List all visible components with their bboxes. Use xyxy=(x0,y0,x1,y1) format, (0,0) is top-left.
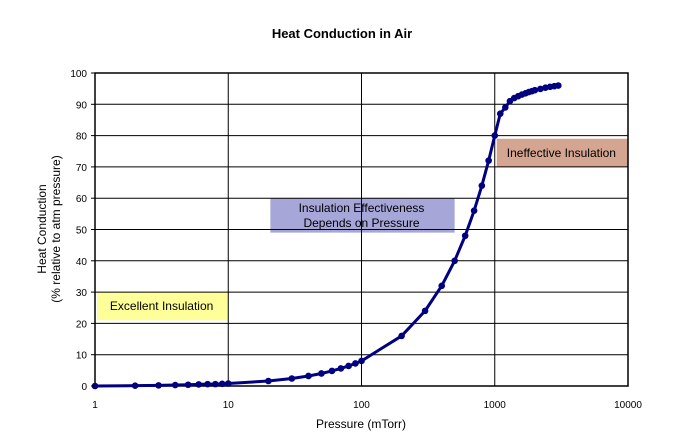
y-axis-label-line1: Heat Conduction xyxy=(35,184,49,273)
y-tick-label: 100 xyxy=(70,69,87,80)
data-point xyxy=(555,82,562,89)
data-point xyxy=(318,370,325,377)
data-point xyxy=(155,382,162,389)
annotation-box xyxy=(97,292,229,321)
data-point xyxy=(478,182,486,189)
data-point xyxy=(195,381,202,388)
data-point xyxy=(358,357,365,365)
data-point xyxy=(337,365,345,372)
data-point xyxy=(204,380,211,388)
data-point xyxy=(224,380,232,387)
data-point xyxy=(305,372,312,380)
y-tick-label: 70 xyxy=(76,163,88,174)
data-point xyxy=(531,86,539,94)
data-point xyxy=(398,332,405,340)
data-point xyxy=(485,157,492,164)
data-point xyxy=(502,104,509,111)
y-axis-label-line2: (% relative to atm pressure) xyxy=(49,155,63,302)
series-line xyxy=(94,84,559,388)
x-tick-label: 1 xyxy=(92,400,98,411)
annotation-box xyxy=(270,198,455,233)
data-point xyxy=(537,85,544,93)
data-point xyxy=(470,207,478,215)
y-tick-label: 90 xyxy=(76,100,88,111)
y-tick-label: 50 xyxy=(76,226,88,237)
x-axis-label: Pressure (mTorr) xyxy=(316,417,406,431)
data-point xyxy=(218,380,226,388)
data-point xyxy=(131,382,139,389)
annotation-box xyxy=(496,138,628,167)
data-point xyxy=(491,132,499,139)
data-point xyxy=(352,360,359,367)
data-point xyxy=(345,362,352,370)
y-tick-label: 30 xyxy=(76,288,88,299)
y-tick-label: 40 xyxy=(76,257,88,268)
x-tick-label: 1000 xyxy=(484,400,507,411)
data-point xyxy=(496,110,504,117)
y-tick-label: 60 xyxy=(76,194,88,205)
data-point xyxy=(288,375,296,382)
data-point xyxy=(461,232,469,240)
y-tick-label: 10 xyxy=(76,351,88,362)
annotation-text: Excellent Insulation xyxy=(110,299,213,313)
data-point xyxy=(184,381,192,389)
y-tick-label: 0 xyxy=(81,382,87,393)
data-point xyxy=(171,381,179,389)
y-tick-label: 80 xyxy=(76,132,88,143)
y-tick-label: 20 xyxy=(76,319,88,330)
data-point xyxy=(265,377,272,385)
data-point xyxy=(421,307,429,315)
x-tick-label: 10000 xyxy=(614,400,642,411)
x-tick-label: 10 xyxy=(223,400,235,411)
data-point xyxy=(451,257,458,265)
data-point xyxy=(438,282,446,290)
x-tick-label: 100 xyxy=(353,400,370,411)
data-point xyxy=(212,380,219,388)
chart-title: Heat Conduction in Air xyxy=(272,26,412,41)
data-point xyxy=(328,367,336,375)
annotation-text: Ineffective Insulation xyxy=(507,146,616,160)
